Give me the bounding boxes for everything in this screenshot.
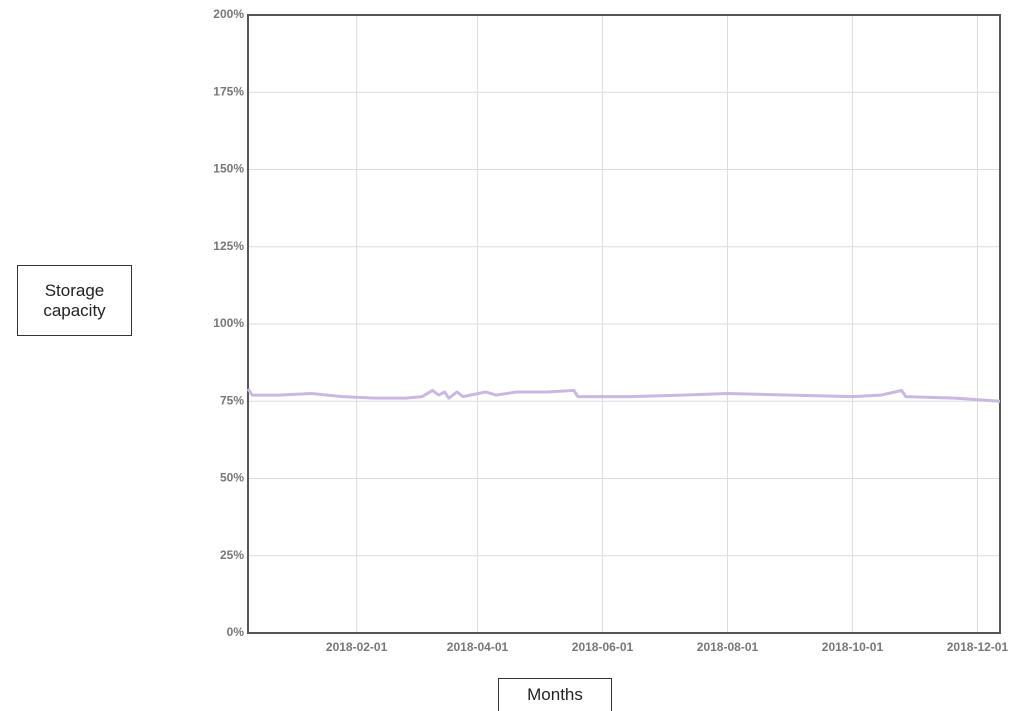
y-axis-label: Storage capacity (17, 265, 132, 336)
x-tick-label: 2018-10-01 (822, 640, 884, 654)
x-axis-label: Months (498, 678, 612, 711)
x-tick-label: 2018-12-01 (947, 640, 1009, 654)
x-tick-label: 2018-06-01 (572, 640, 634, 654)
y-tick-label: 150% (213, 162, 244, 176)
y-tick-label: 175% (213, 84, 244, 98)
y-tick-label: 0% (227, 625, 245, 639)
y-tick-label: 125% (213, 239, 244, 253)
y-tick-label: 25% (220, 548, 244, 562)
x-tick-label: 2018-08-01 (697, 640, 759, 654)
x-tick-label: 2018-04-01 (447, 640, 509, 654)
plot-frame (247, 14, 1001, 634)
x-tick-label: 2018-02-01 (326, 640, 388, 654)
y-tick-label: 50% (220, 471, 244, 485)
y-tick-label: 200% (213, 7, 244, 21)
data-line (246, 388, 1001, 403)
y-tick-label: 100% (213, 316, 244, 330)
y-tick-label: 75% (220, 393, 244, 407)
